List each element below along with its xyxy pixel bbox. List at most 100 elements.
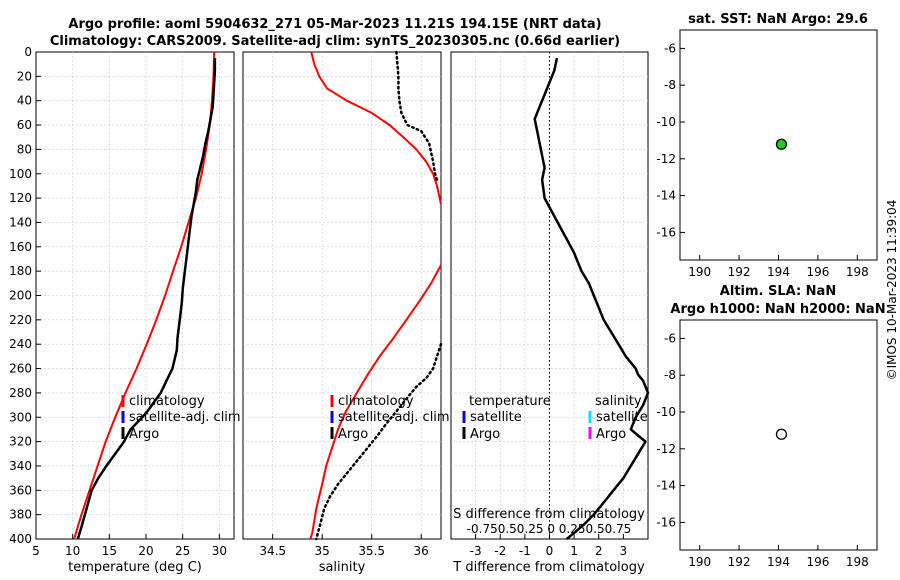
sla-points [775, 428, 788, 440]
sst-y-tick-label: -6 [664, 41, 676, 55]
sst-x-tick-label: 196 [806, 265, 829, 279]
sst-panel: sat. SST: NaN Argo: 29.6 190 192 194 196 198… [656, 12, 878, 279]
sla-y-tick-label: -12 [656, 442, 676, 456]
depth-tick-label: 380 [9, 508, 32, 522]
depth-tick-label: 360 [9, 483, 32, 497]
depth-tick-label: 240 [9, 337, 32, 351]
figure-title-line1: Argo profile: aoml 5904632_271 05-Mar-20… [68, 17, 601, 32]
depth-tick-label: 160 [9, 240, 32, 254]
temperature-grid [36, 52, 234, 539]
depth-tick-label: 200 [9, 289, 32, 303]
diff-legend-s-satellite: satellite [596, 410, 648, 425]
depth-y-ticks: 0 20 40 60 80 100 120 140 160 180 200 220 240 260 280 3… [9, 45, 41, 546]
sst-y-tick-label: -16 [656, 225, 676, 239]
s-difference-tick-labels: -0.750.50.25 0 0.250.50.75 [467, 522, 632, 536]
legend-argo: Argo [129, 427, 159, 442]
sla-ticks: 190 192 194 196 198 -6 -8 -10 -12 -14 -16 [656, 331, 868, 569]
salinity-grid [243, 52, 441, 539]
depth-tick-label: 400 [9, 532, 32, 546]
depth-tick-label: 180 [9, 264, 32, 278]
s-difference-axis-label: S difference from climatology [453, 507, 645, 522]
salinity-x-label: salinity [319, 560, 366, 575]
sst-ticks: 190 192 194 196 198 -6 -8 -10 -12 -14 -16 [656, 41, 868, 279]
sla-panel: Altim. SLA: NaN Argo h1000: NaN h2000: N… [656, 284, 885, 569]
series-climatology-deep [309, 264, 442, 540]
difference-legend: temperature satellite Argo salinity sate… [462, 394, 648, 442]
salinity-series [309, 50, 443, 541]
temp-x-tick-label: 15 [102, 544, 117, 558]
diff-x-tick-label: 3 [620, 544, 628, 558]
diff-x-tick-label: 2 [595, 544, 603, 558]
sal-x-tick-label: 34.5 [259, 544, 286, 558]
sal-x-tick-label: 36 [414, 544, 429, 558]
sst-x-tick-label: 198 [846, 265, 869, 279]
figure-title-line2: Climatology: CARS2009. Satellite-adj cli… [50, 34, 620, 49]
temperature-legend: climatology satellite-adj. clim Argo [121, 394, 241, 442]
temp-x-tick-label: 20 [138, 544, 153, 558]
sst-x-tick-label: 190 [688, 265, 711, 279]
difference-panel: -3 -2 -1 0 1 2 3 T difference from climatology… [450, 51, 650, 575]
sst-title: sat. SST: NaN Argo: 29.6 [688, 12, 868, 27]
depth-tick-label: 80 [17, 142, 32, 156]
depth-tick-label: 260 [9, 362, 32, 376]
sla-y-tick-label: -8 [664, 368, 676, 382]
sst-profile-location-marker [775, 138, 788, 150]
sst-points [775, 138, 788, 150]
salinity-legend: climatology satellite-adj. clim Argo [330, 394, 450, 442]
legend-satellite-adj-clim: satellite-adj. clim [129, 410, 241, 425]
sst-x-tick-label: 192 [728, 265, 751, 279]
temperature-x-label: temperature (deg C) [68, 560, 202, 575]
diff-x-tick-label: -1 [519, 544, 531, 558]
temp-x-tick-label: 5 [32, 544, 40, 558]
diff-legend-t-argo: Argo [470, 427, 500, 442]
temperature-panel: 5 10 15 20 25 30 0 20 40 60 80 100 120 140 160 180 200 2… [9, 45, 241, 575]
diff-x-tick-label: 0 [546, 544, 554, 558]
depth-tick-label: 60 [17, 118, 32, 132]
temp-x-tick-label: 30 [212, 544, 227, 558]
legend-climatology: climatology [129, 394, 205, 409]
diff-x-tick-label: -3 [470, 544, 482, 558]
sla-y-tick-label: -6 [664, 331, 676, 345]
sal-legend-climatology: climatology [338, 394, 414, 409]
temperature-x-ticks: 5 10 15 20 25 30 [32, 534, 227, 558]
sla-title-line1: Altim. SLA: NaN [720, 284, 836, 299]
sal-x-tick-label: 35.5 [358, 544, 385, 558]
sst-y-tick-label: -8 [664, 78, 676, 92]
depth-tick-label: 120 [9, 191, 32, 205]
depth-tick-label: 100 [9, 167, 32, 181]
sst-y-tick-label: -12 [656, 152, 676, 166]
t-difference-x-label: T difference from climatology [452, 560, 645, 575]
depth-tick-label: 140 [9, 215, 32, 229]
salinity-x-ticks: 34.5 35 35.5 36 [259, 534, 429, 558]
temperature-series [73, 51, 217, 540]
temp-x-tick-label: 10 [65, 544, 80, 558]
depth-tick-label: 40 [17, 94, 32, 108]
sla-x-tick-label: 198 [846, 555, 869, 569]
sal-legend-argo: Argo [338, 427, 368, 442]
difference-x-ticks: -3 -2 -1 0 1 2 3 [470, 534, 628, 558]
depth-tick-label: 300 [9, 410, 32, 424]
sla-title-line2: Argo h1000: NaN h2000: NaN [670, 302, 885, 317]
series-climatology [310, 51, 442, 205]
sla-y-tick-label: -14 [656, 479, 676, 493]
series-argo [395, 50, 439, 182]
diff-x-tick-label: -2 [494, 544, 506, 558]
sla-x-tick-label: 194 [767, 555, 790, 569]
salinity-panel: 34.5 35 35.5 36 salinity climatology satell… [242, 50, 450, 575]
series-argo-deep [315, 342, 443, 541]
sst-x-tick-label: 194 [767, 265, 790, 279]
sla-x-tick-label: 192 [728, 555, 751, 569]
diff-x-tick-label: 1 [570, 544, 578, 558]
sal-x-tick-label: 35 [315, 544, 330, 558]
sla-x-tick-label: 190 [688, 555, 711, 569]
diff-legend-salinity-title: salinity [595, 394, 642, 409]
sla-profile-location-marker [775, 428, 788, 440]
depth-tick-label: 220 [9, 313, 32, 327]
sst-y-tick-label: -14 [656, 189, 676, 203]
temp-x-tick-label: 25 [175, 544, 190, 558]
diff-legend-temperature-title: temperature [469, 394, 551, 409]
sal-legend-satellite-adj-clim: satellite-adj. clim [338, 410, 450, 425]
series-argo [76, 58, 217, 540]
depth-tick-label: 320 [9, 435, 32, 449]
